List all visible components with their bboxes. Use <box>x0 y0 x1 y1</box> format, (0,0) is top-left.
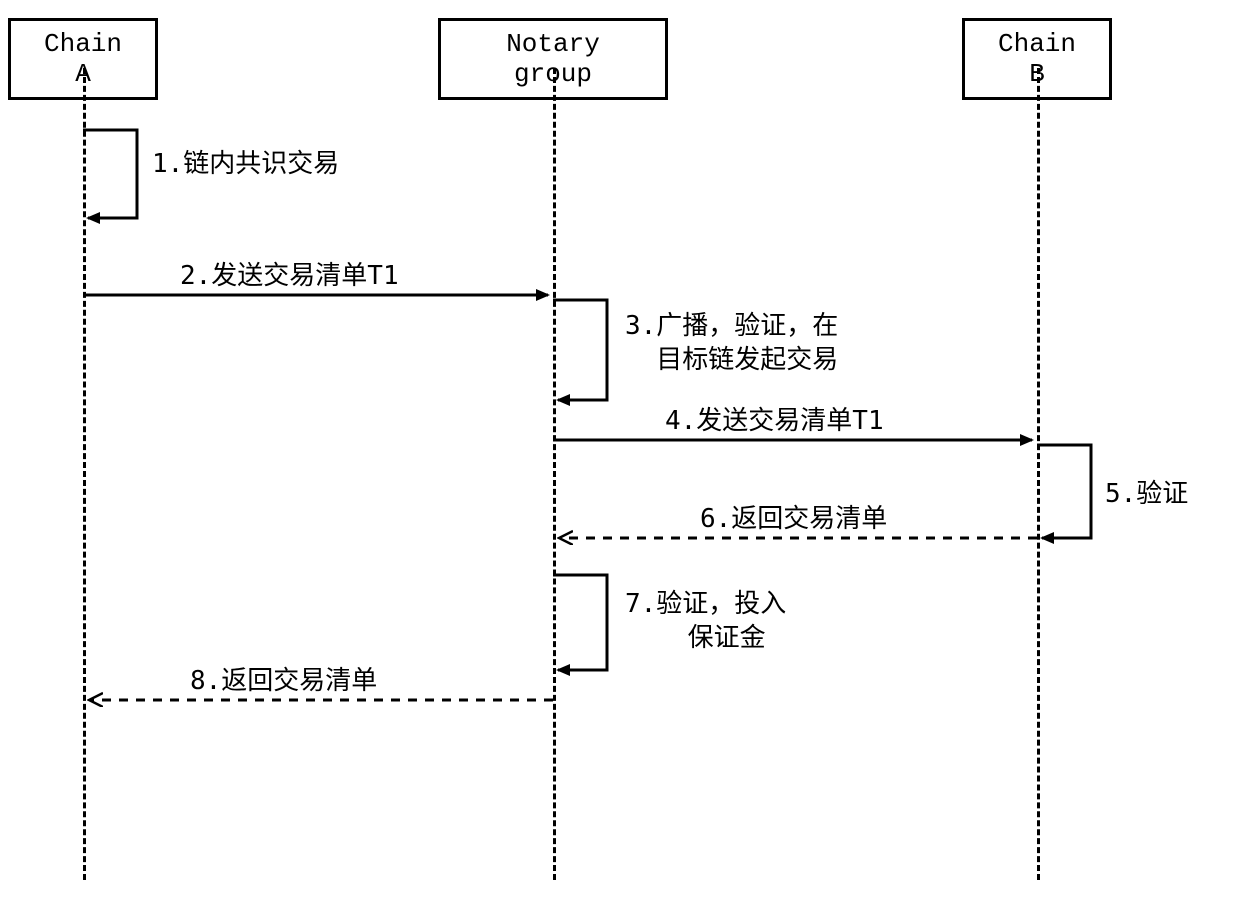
msg5-label: 5.验证 <box>1105 478 1188 512</box>
msg8-label: 8.返回交易清单 <box>190 665 377 699</box>
msg1-label: 1.链内共识交易 <box>152 148 339 182</box>
msg2-label: 2.发送交易清单T1 <box>180 260 399 294</box>
msg3-arrow <box>553 300 607 400</box>
msg3-label: 3.广播，验证，在 目标链发起交易 <box>625 310 838 378</box>
sequence-diagram: Chain A Notary group Chain B 1.链内共识交易 2.… <box>0 0 1240 904</box>
msg6-label: 6.返回交易清单 <box>700 503 887 537</box>
msg5-arrow <box>1037 445 1091 538</box>
lifeline-notary <box>553 68 556 880</box>
msg7-arrow <box>553 575 607 670</box>
arrows-overlay <box>0 0 1240 904</box>
msg7-label: 7.验证，投入 保证金 <box>625 588 786 656</box>
msg4-label: 4.发送交易清单T1 <box>665 405 884 439</box>
lifeline-chain-b <box>1037 68 1040 880</box>
lifeline-chain-a <box>83 68 86 880</box>
msg1-arrow <box>83 130 137 218</box>
